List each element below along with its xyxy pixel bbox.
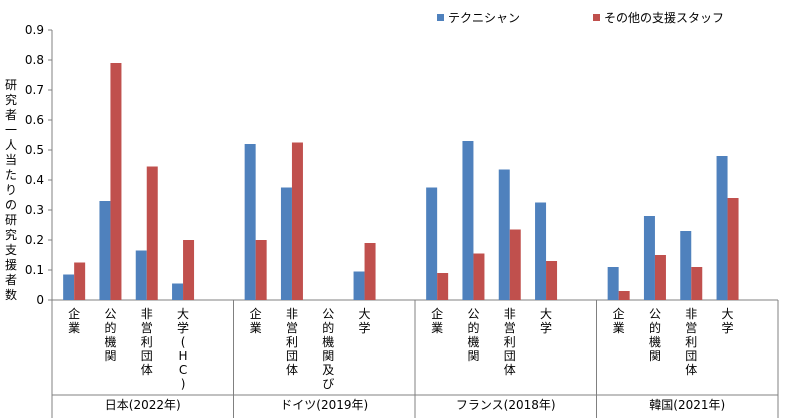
category-label: 大学 xyxy=(359,307,371,335)
y-tick-label: 0.7 xyxy=(25,83,44,97)
group-label: ドイツ(2019年) xyxy=(280,398,368,412)
category-label: 企業 xyxy=(431,306,443,335)
bar-technician xyxy=(244,144,256,300)
category-label: 非営利団体 xyxy=(685,307,697,377)
bar-technician xyxy=(280,187,292,300)
legend-item-series-2: その他の支援スタッフ xyxy=(593,9,724,26)
category-label: 公的機関 xyxy=(104,307,116,363)
bar-other-support xyxy=(74,262,86,300)
bar-other-support xyxy=(654,255,666,300)
y-tick-label: 0.9 xyxy=(25,23,44,37)
bar-technician xyxy=(353,271,365,300)
bar-technician xyxy=(99,201,111,300)
category-label: 企業 xyxy=(613,306,625,335)
bar-technician xyxy=(498,169,510,300)
bar-other-support xyxy=(110,63,122,300)
bar-other-support xyxy=(618,291,630,300)
category-label: 公的機関 xyxy=(467,307,479,363)
category-label: 大学 xyxy=(540,307,552,335)
bar-technician xyxy=(172,283,184,300)
category-label: 企業 xyxy=(68,306,80,335)
bar-other-support xyxy=(546,261,558,300)
bar-technician xyxy=(426,187,438,300)
bar-other-support xyxy=(473,253,485,300)
bar-other-support xyxy=(691,267,703,300)
y-tick-label: 0.1 xyxy=(25,263,44,277)
bar-technician xyxy=(607,267,619,300)
category-label: 公的機関 xyxy=(649,307,661,363)
bar-other-support xyxy=(146,166,158,300)
category-label: 非営利団体 xyxy=(286,307,298,377)
y-axis-label: 研究者一人当たりの研究支援者数 xyxy=(4,78,17,302)
bar-technician xyxy=(535,202,547,300)
bar-other-support xyxy=(364,243,376,300)
category-label: 企業 xyxy=(250,306,262,335)
bar-technician xyxy=(716,156,728,300)
category-label: 大学 xyxy=(722,307,734,335)
legend-swatch-series-2 xyxy=(593,14,600,21)
bar-other-support xyxy=(727,198,739,300)
legend-label-series-1: テクニシャン xyxy=(448,11,521,25)
group-label: フランス(2018年) xyxy=(456,398,556,412)
bar-technician xyxy=(462,141,474,300)
y-tick-label: 0.2 xyxy=(25,233,44,247)
bar-technician xyxy=(680,231,692,300)
legend-label-series-2: その他の支援スタッフ xyxy=(604,11,725,25)
bar-technician xyxy=(63,274,75,300)
y-tick-label: 0.4 xyxy=(25,173,44,187)
bar-other-support xyxy=(509,229,521,300)
bar-technician xyxy=(135,250,147,300)
y-tick-label: 0.8 xyxy=(25,53,44,67)
group-label: 韓国(2021年) xyxy=(649,398,725,412)
bar-other-support xyxy=(255,240,267,300)
bar-other-support xyxy=(183,240,195,300)
y-tick-label: 0.6 xyxy=(25,113,44,127)
category-label: 非営利団体 xyxy=(141,307,153,377)
bar-technician xyxy=(643,216,655,300)
bar-other-support xyxy=(437,273,449,300)
category-label: 公的機関及び xyxy=(322,307,334,391)
y-tick-label: 0.3 xyxy=(25,203,44,217)
group-label: 日本(2022年) xyxy=(105,398,181,412)
legend-swatch-series-1 xyxy=(437,14,444,21)
category-label: 大学(H C) xyxy=(177,307,189,391)
category-label: 非営利団体 xyxy=(504,307,516,377)
y-tick-label: 0 xyxy=(36,293,44,307)
legend-item-series-1: テクニシャン xyxy=(437,9,520,26)
bar-other-support xyxy=(291,142,303,300)
y-tick-label: 0.5 xyxy=(25,143,44,157)
